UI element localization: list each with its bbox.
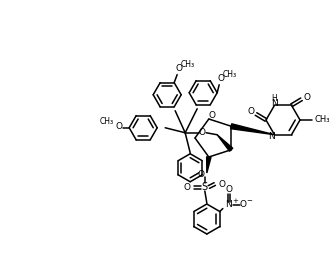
Text: O: O [239,200,246,209]
Polygon shape [231,124,274,135]
Text: −: − [246,197,252,203]
Text: O: O [116,122,123,131]
Text: S: S [202,182,208,192]
Text: +: + [232,197,238,203]
Text: O: O [199,128,206,137]
Text: N: N [268,132,275,141]
Text: CH₃: CH₃ [181,60,195,69]
Text: O: O [208,112,215,120]
Text: O: O [176,64,183,73]
Text: O: O [247,107,254,116]
Text: O: O [218,180,225,188]
Text: N: N [225,200,232,209]
Text: O: O [197,169,204,178]
Polygon shape [217,135,233,151]
Text: CH₃: CH₃ [314,116,330,125]
Text: O: O [183,183,190,191]
Text: N: N [271,99,278,108]
Text: H: H [272,94,277,103]
Text: CH₃: CH₃ [223,70,237,79]
Text: O: O [218,74,225,83]
Text: O: O [225,185,232,194]
Polygon shape [207,157,211,173]
Text: CH₃: CH₃ [100,117,114,126]
Text: O: O [303,93,310,102]
